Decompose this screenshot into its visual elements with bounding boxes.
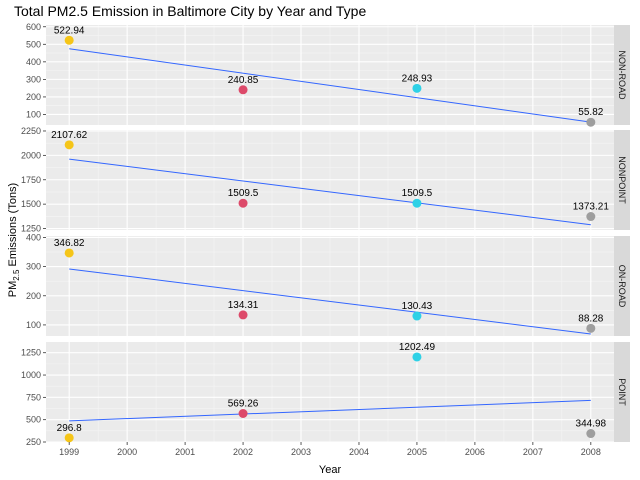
data-point	[238, 85, 248, 95]
data-label: 1202.49	[399, 342, 436, 353]
x-tick-label: 2005	[407, 447, 427, 457]
x-axis-title: Year	[319, 464, 342, 476]
y-tick-label: 100	[26, 109, 41, 119]
panel-nonpoint: 1250 1500 1750 2000 2250 NONPOINT 2107.62 1509.…	[21, 126, 630, 234]
data-label: 88.28	[578, 313, 603, 324]
facet-panels: 100 200 300 400 500 600 NON-ROAD 522.94 240.85 24…	[21, 22, 630, 457]
data-label: 134.31	[228, 300, 259, 311]
data-label: 346.82	[54, 238, 85, 249]
data-label: 296.8	[57, 423, 82, 434]
x-tick-label: 2008	[581, 447, 601, 457]
y-tick-label: 200	[26, 291, 41, 301]
x-tick-label: 2007	[523, 447, 543, 457]
data-point	[586, 212, 596, 222]
y-tick-label: 1250	[21, 348, 41, 358]
data-point	[412, 83, 422, 93]
data-point	[64, 140, 74, 150]
y-tick-label: 250	[26, 437, 41, 447]
data-label: 55.82	[578, 107, 603, 118]
data-point	[412, 311, 422, 321]
y-tick-label: 1750	[21, 175, 41, 185]
trend-line	[69, 48, 591, 123]
trend-line	[69, 268, 591, 335]
x-tick-label: 1999	[59, 447, 79, 457]
data-point	[238, 198, 248, 208]
trend-line	[69, 158, 591, 226]
data-label: 1509.5	[228, 188, 259, 199]
data-point	[238, 310, 248, 320]
facet-strip	[614, 25, 630, 125]
y-tick-label: 500	[26, 39, 41, 49]
panel-on-road: 100 200 300 400 ON-ROAD 346.82 134.31 130.43 88.…	[26, 232, 630, 336]
y-tick-label: 1500	[21, 199, 41, 209]
y-tick-label: 300	[26, 74, 41, 84]
x-tick-label: 2003	[291, 447, 311, 457]
data-label: 240.85	[228, 75, 259, 86]
x-tick-label: 2004	[349, 447, 369, 457]
data-label: 130.43	[402, 301, 433, 312]
chart-title: Total PM2.5 Emission in Baltimore City b…	[14, 3, 366, 19]
y-tick-label: 1250	[21, 224, 41, 234]
data-label: 569.26	[228, 398, 259, 409]
y-tick-label: 1000	[21, 370, 41, 380]
trend-line	[69, 399, 591, 422]
x-tick-label: 2002	[233, 447, 253, 457]
data-point	[586, 429, 596, 439]
x-tick-label: 2006	[465, 447, 485, 457]
y-tick-label: 100	[26, 320, 41, 330]
data-point	[64, 35, 74, 45]
data-label: 522.94	[54, 25, 85, 36]
y-tick-label: 400	[26, 57, 41, 67]
y-tick-label: 600	[26, 22, 41, 32]
panel-point: 250 500 750 1000 1250 POINT 296.8 569.26 1202.49…	[21, 342, 630, 457]
data-point	[412, 352, 422, 362]
y-tick-label: 2000	[21, 150, 41, 160]
panel-non-road: 100 200 300 400 500 600 NON-ROAD 522.94 240.85 24…	[26, 22, 630, 127]
data-label: 1373.21	[573, 202, 610, 213]
data-point	[412, 198, 422, 208]
data-label: 2107.62	[51, 130, 88, 141]
x-tick-label: 2001	[175, 447, 195, 457]
data-point	[238, 408, 248, 418]
data-point	[64, 433, 74, 443]
facet-strip-label: NONPOINT	[617, 156, 627, 204]
data-label: 1509.5	[402, 188, 433, 199]
y-tick-label: 200	[26, 92, 41, 102]
data-point	[586, 117, 596, 127]
facet-strip-label: NON-ROAD	[617, 51, 627, 100]
facet-strip	[614, 130, 630, 230]
facet-strip	[614, 236, 630, 336]
y-tick-label: 750	[26, 392, 41, 402]
facet-strip	[614, 342, 630, 442]
data-point	[586, 323, 596, 333]
data-label: 248.93	[402, 73, 433, 84]
data-point	[64, 248, 74, 258]
x-tick-label: 2000	[117, 447, 137, 457]
facet-strip-label: ON-ROAD	[617, 265, 627, 308]
y-tick-label: 400	[26, 232, 41, 242]
y-tick-label: 500	[26, 415, 41, 425]
y-axis-title: PM2.5 Emissions (Tons)	[7, 183, 21, 297]
facet-strip-label: POINT	[617, 378, 627, 406]
data-label: 344.98	[576, 419, 607, 430]
y-tick-label: 300	[26, 262, 41, 272]
y-tick-label: 2250	[21, 126, 41, 136]
